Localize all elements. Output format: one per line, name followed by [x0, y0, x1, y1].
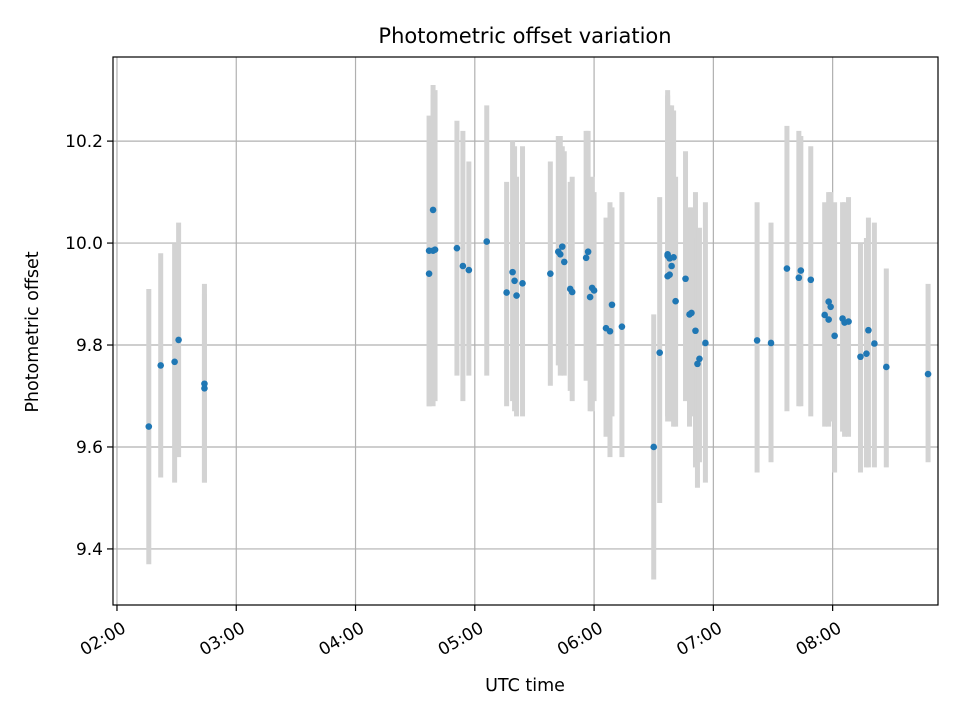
- data-point: [201, 385, 208, 392]
- data-point: [465, 266, 473, 274]
- data-point: [795, 274, 803, 282]
- data-point: [175, 336, 182, 344]
- data-point: [682, 275, 689, 283]
- data-point: [608, 301, 616, 309]
- data-point: [767, 339, 775, 347]
- data-point: [783, 265, 791, 272]
- data-point: [425, 270, 433, 277]
- data-point: [871, 340, 878, 347]
- data-point: [827, 303, 834, 311]
- data-points: [145, 206, 932, 451]
- plot-area-frame: [112, 56, 939, 606]
- data-point: [511, 277, 518, 285]
- data-point: [666, 271, 673, 278]
- data-point: [509, 268, 516, 276]
- data-point: [459, 262, 467, 270]
- data-point: [797, 267, 805, 274]
- data-point: [618, 323, 626, 330]
- y-axis-label: Photometric offset: [23, 251, 43, 412]
- data-point: [863, 350, 870, 357]
- data-point: [825, 298, 832, 305]
- data-point: [453, 244, 461, 252]
- data-point: [145, 423, 153, 430]
- x-axis-label: UTC time: [485, 676, 565, 696]
- data-point: [582, 254, 590, 262]
- data-point: [807, 276, 815, 284]
- data-point: [606, 327, 614, 335]
- data-point: [831, 332, 838, 340]
- data-point: [702, 339, 709, 347]
- data-point: [201, 380, 208, 388]
- data-point: [171, 358, 178, 366]
- y-tick-label: 9.4: [76, 540, 103, 560]
- data-point: [547, 270, 554, 277]
- data-point: [503, 289, 510, 296]
- data-point: [696, 355, 703, 363]
- data-point: [568, 288, 576, 296]
- data-point: [519, 280, 526, 287]
- data-point: [483, 238, 491, 245]
- y-tick-label: 10.2: [65, 132, 103, 152]
- data-point: [560, 258, 568, 266]
- data-point: [924, 370, 932, 378]
- data-point: [857, 353, 864, 361]
- data-point: [694, 360, 701, 368]
- chart-title: Photometric offset variation: [378, 24, 671, 48]
- data-point: [586, 293, 594, 301]
- data-point: [431, 246, 439, 253]
- data-point: [692, 327, 699, 335]
- data-point: [753, 337, 761, 344]
- data-point: [670, 254, 677, 261]
- data-point: [688, 309, 695, 317]
- data-point: [845, 318, 852, 325]
- data-point: [584, 248, 592, 256]
- data-point: [821, 311, 828, 319]
- data-point: [429, 206, 437, 214]
- data-point: [513, 292, 520, 299]
- data-point: [556, 250, 564, 258]
- data-point: [865, 326, 872, 334]
- y-tick-label: 9.6: [76, 438, 103, 458]
- data-point: [650, 443, 658, 451]
- data-point: [590, 287, 598, 294]
- data-point: [668, 262, 675, 270]
- data-point: [656, 349, 663, 356]
- data-point: [157, 362, 165, 369]
- y-tick-label: 9.8: [76, 336, 103, 356]
- data-point: [825, 316, 832, 323]
- data-point: [672, 297, 679, 305]
- y-tick-label: 10.0: [65, 234, 103, 254]
- data-point: [558, 243, 566, 250]
- data-point: [883, 363, 890, 371]
